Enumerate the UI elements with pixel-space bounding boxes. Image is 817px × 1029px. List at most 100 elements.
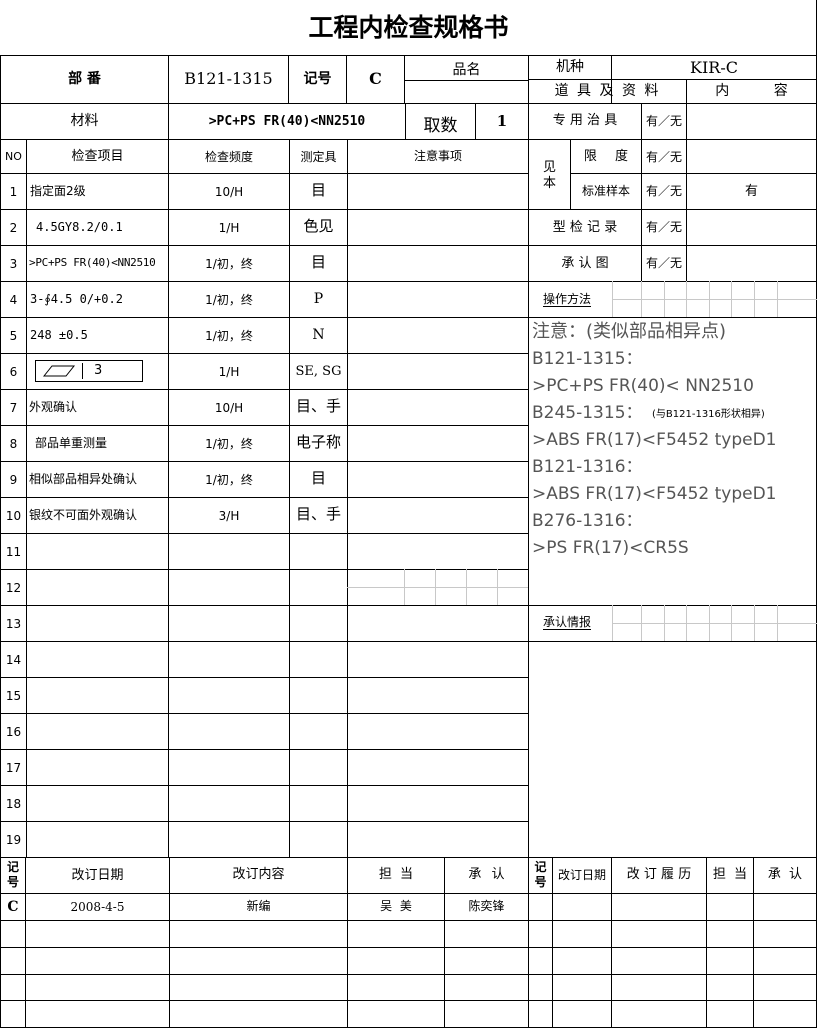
- page-title: 工程内检查规格书: [308, 13, 509, 42]
- tooling-item-label: 承 认 图: [561, 256, 609, 271]
- row-frequency: 1/初，终: [205, 293, 253, 307]
- row-tool: N: [312, 327, 325, 343]
- row-tool: 目: [310, 253, 326, 271]
- operation-line-note: (与B121-1316形状相异): [652, 409, 765, 420]
- row-item: 3: [94, 363, 103, 378]
- revision-row-mark: C: [7, 899, 19, 915]
- cavity-label: 取数: [423, 116, 458, 136]
- row-number: 13: [5, 617, 22, 631]
- row-number: 17: [5, 761, 22, 775]
- operation-line: >ABS FR(17)<F5452 typeD1: [532, 484, 777, 504]
- row-frequency: 1/H: [218, 365, 240, 379]
- row-number: 6: [9, 365, 18, 379]
- operation-method-label: 操作方法: [543, 292, 592, 307]
- row-number: 11: [5, 545, 22, 559]
- row-frequency: 10/H: [214, 185, 244, 199]
- operation-line: B245-1315：: [532, 403, 643, 423]
- tooling-item-label: 专 用 治 具: [552, 113, 618, 128]
- revision-date-header-right: 改订日期: [557, 868, 606, 882]
- part-number-label: 部 番: [68, 71, 101, 87]
- revision-row-date: 2008-4-5: [70, 900, 125, 914]
- column-header-tool: 测定具: [300, 150, 337, 164]
- revision-person-header: 担 当: [378, 867, 414, 882]
- row-number: 4: [9, 293, 18, 307]
- row-item: 银纹不可面外观确认: [29, 508, 138, 522]
- revision-approver-header: 承 认: [468, 867, 505, 882]
- row-frequency: 1/初，终: [205, 437, 253, 451]
- row-tool: 电子称: [295, 433, 341, 451]
- tooling-item-yn: 有／无: [645, 114, 682, 128]
- row-number: 19: [5, 833, 22, 847]
- revision-label: 记号: [303, 71, 332, 87]
- row-item: 外观确认: [29, 400, 78, 414]
- column-header-note: 注意事项: [413, 149, 462, 163]
- tooling-item-label: 限 度: [583, 149, 629, 164]
- row-number: 2: [9, 221, 18, 235]
- row-number: 9: [9, 473, 18, 487]
- row-number: 5: [9, 329, 18, 343]
- tooling-item-yn: 有／无: [645, 184, 682, 198]
- sample-group-text: 见本: [542, 160, 556, 191]
- revision-mark-header-text: 记号: [6, 860, 19, 889]
- row-number: 15: [5, 689, 22, 703]
- operation-line: B121-1316：: [532, 457, 643, 477]
- row-number: 14: [5, 653, 22, 667]
- content-label: 内 容: [715, 83, 788, 99]
- row-tool: 目、手: [295, 397, 341, 415]
- approval-info-label: 承认情报: [543, 615, 592, 630]
- tooling-label: 道 具 及 资 料: [554, 83, 661, 99]
- row-number: 3: [9, 257, 18, 271]
- revision-row-content: 新编: [246, 899, 271, 913]
- row-number: 8: [9, 437, 18, 451]
- cavity-value: 1: [496, 112, 508, 130]
- tooling-item-yn: 有／无: [645, 256, 682, 270]
- revision-value: C: [369, 69, 382, 88]
- row-number: 10: [5, 509, 22, 523]
- row-frequency: 1/初，终: [205, 257, 253, 271]
- row-item: >PC+PS FR(40)<NN2510: [29, 256, 156, 269]
- row-frequency: 1/初，终: [205, 473, 253, 487]
- column-header-frequency: 检查频度: [204, 150, 253, 164]
- row-number: 7: [9, 401, 18, 415]
- revision-person-header-right: 担 当: [712, 867, 748, 882]
- sample-group-label: 见本: [529, 160, 570, 192]
- row-number: 18: [5, 797, 22, 811]
- row-tool: 目: [310, 181, 326, 199]
- operation-line: B121-1315：: [532, 349, 643, 369]
- row-tool: 目、手: [295, 505, 341, 523]
- revision-mark-header-right-text: 记号: [534, 860, 547, 889]
- row-item: 相似部品相异处确认: [29, 472, 138, 486]
- revision-mark-header-right: 记号: [529, 860, 552, 890]
- material-label: 材料: [70, 113, 99, 129]
- material-value: >PC+PS FR(40)<NN2510: [208, 114, 366, 129]
- row-frequency: 3/H: [218, 509, 240, 523]
- tooling-item-yn: 有／无: [645, 150, 682, 164]
- row-item: 部品单重测量: [35, 436, 108, 450]
- row-tool: 色见: [303, 217, 334, 235]
- revision-approver-header-right: 承 认: [767, 867, 803, 882]
- operation-line: >PS FR(17)<CR5S: [532, 538, 689, 558]
- row-tool: SE, SG: [295, 364, 342, 379]
- column-header-item: 检查项目: [71, 149, 124, 164]
- model-label: 机种: [556, 59, 584, 75]
- operation-line: >PC+PS FR(40)< NN2510: [532, 376, 754, 396]
- row-frequency: 10/H: [214, 401, 244, 415]
- revision-date-header: 改订日期: [71, 868, 124, 883]
- row-item: 248 ±0.5: [30, 328, 88, 342]
- row-number: 12: [5, 581, 22, 595]
- revision-row-person: 吴 美: [380, 899, 412, 913]
- row-item: 指定面2级: [30, 184, 86, 198]
- operation-line: B276-1316：: [532, 511, 643, 531]
- revision-mark-header: 记号: [1, 860, 25, 890]
- row-tool: P: [313, 291, 324, 307]
- product-name-label: 品名: [452, 62, 481, 78]
- tooling-item-label: 标准样本: [581, 184, 630, 198]
- row-tool: 目: [310, 469, 326, 487]
- model-value: KIR-C: [690, 58, 738, 77]
- operation-line: 注意：(类似部品相异点): [532, 321, 727, 342]
- row-frequency: 1/初，终: [205, 329, 253, 343]
- row-item: 4.5GY8.2/0.1: [36, 220, 123, 234]
- flatness-icon: [42, 365, 76, 377]
- row-number: 1: [9, 185, 18, 199]
